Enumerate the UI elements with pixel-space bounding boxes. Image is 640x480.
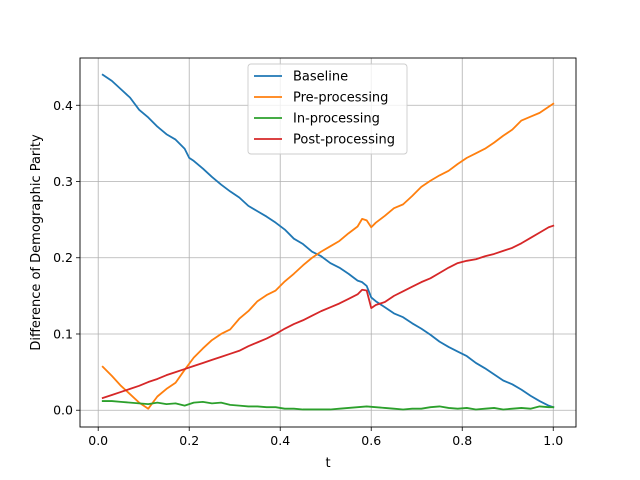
- series-line-pre-processing: [101, 102, 555, 410]
- y-tick-label: 0.1: [53, 326, 73, 341]
- legend-box: [247, 63, 408, 155]
- plot-frame: [79, 57, 577, 428]
- legend: Baseline Pre-processing In-processing Post-…: [247, 63, 408, 155]
- y-axis-label: Difference of Demographic Parity: [29, 134, 44, 351]
- series-line-post-processing: [101, 224, 555, 400]
- legend-label-in-processing: In-processing: [293, 112, 380, 127]
- x-tick-label: 0.6: [361, 433, 381, 448]
- y-tick-label: 0.0: [53, 403, 73, 418]
- x-tick-label: 0.8: [452, 433, 472, 448]
- y-tick-label: 0.2: [53, 250, 73, 265]
- series-line-in-processing: [101, 400, 555, 411]
- legend-label-baseline: Baseline: [293, 70, 348, 85]
- x-tick-label: 0.2: [179, 433, 199, 448]
- y-tick-label: 0.3: [53, 174, 73, 189]
- x-axis-label: t: [325, 456, 330, 471]
- x-tick-label: 0.4: [270, 433, 290, 448]
- series-layer: [101, 73, 555, 411]
- legend-label-post-processing: Post-processing: [293, 133, 395, 148]
- x-tick-label: 0.0: [88, 433, 108, 448]
- y-tick-label: 0.4: [53, 98, 73, 113]
- series-line-baseline: [101, 73, 555, 409]
- y-axis: 0.0 0.1 0.2 0.3 0.4: [53, 98, 80, 418]
- x-tick-label: 1.0: [543, 433, 563, 448]
- legend-label-pre-processing: Pre-processing: [293, 91, 388, 106]
- x-axis: 0.0 0.2 0.4 0.6 0.8 1.0: [88, 427, 563, 448]
